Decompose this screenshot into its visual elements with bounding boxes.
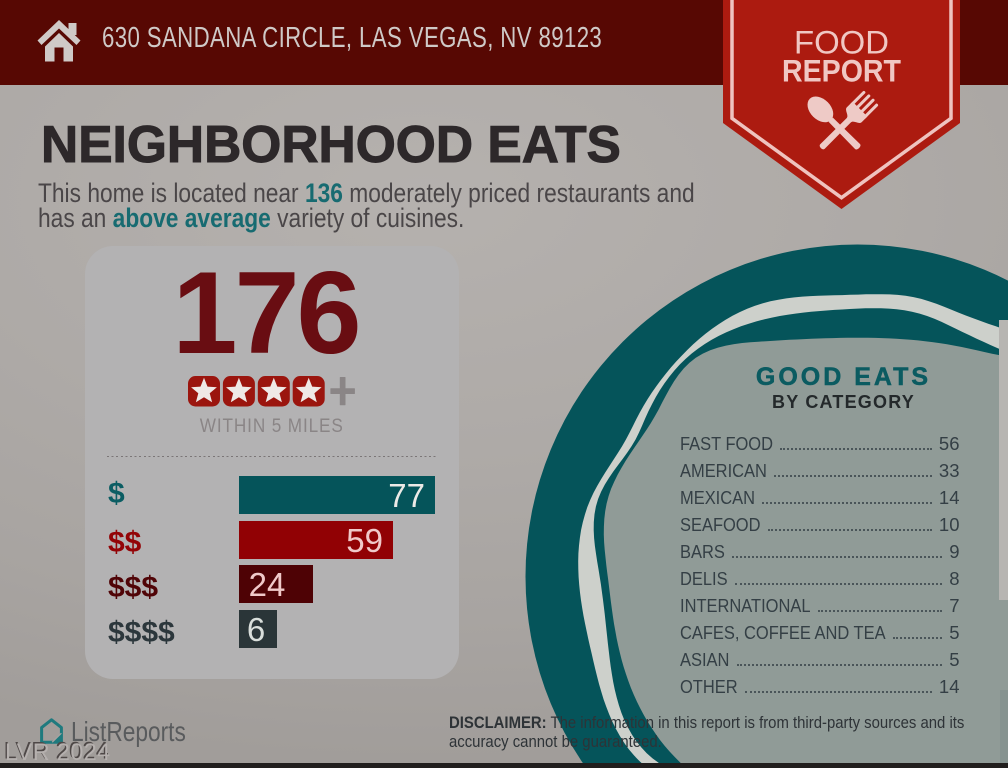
svg-text:FOOD: FOOD — [794, 25, 889, 61]
svg-text:REPORT: REPORT — [782, 52, 901, 88]
